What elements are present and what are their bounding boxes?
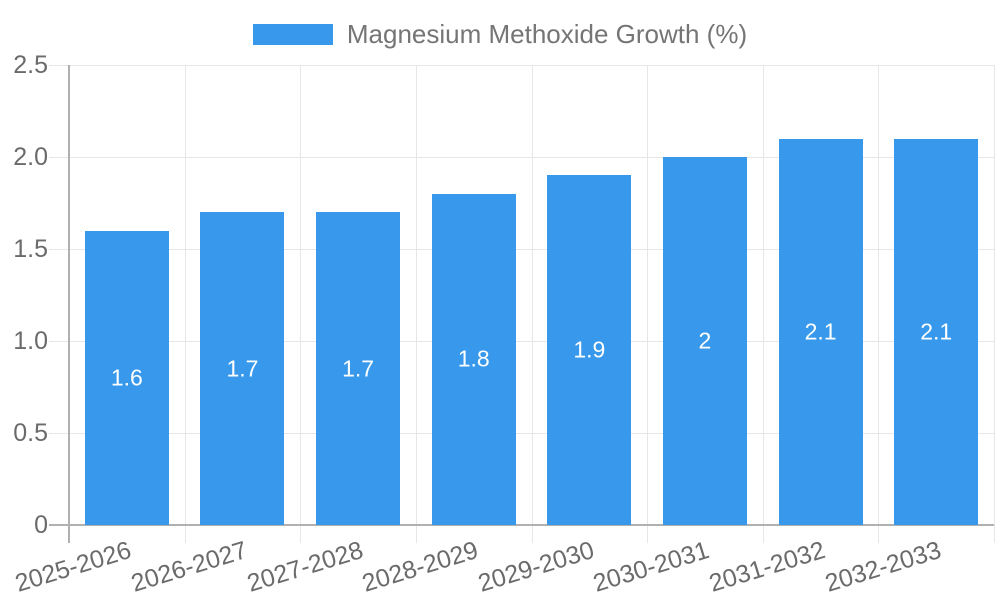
x-axis-tick-label: 2025-2026 — [12, 536, 135, 598]
bar-value-label: 2 — [698, 327, 712, 354]
gridline-horizontal — [49, 65, 994, 66]
x-axis-tick-label: 2031-2032 — [705, 536, 829, 598]
y-axis-tick-label: 2.5 — [13, 51, 48, 79]
y-axis-tick-label: 1.5 — [13, 235, 48, 263]
bar-value-label: 1.8 — [457, 345, 490, 372]
bar[interactable]: 2.1 — [894, 138, 979, 525]
x-axis-baseline — [49, 524, 994, 526]
bar[interactable]: 1.6 — [84, 230, 169, 525]
bar[interactable]: 1.7 — [316, 212, 401, 525]
y-axis-tick-label: 1.0 — [13, 327, 48, 355]
x-axis-tick-label: 2028-2029 — [359, 536, 482, 598]
gridline-horizontal — [49, 433, 994, 434]
gridline-horizontal — [49, 157, 994, 158]
y-axis-line — [68, 65, 70, 543]
y-axis-tick-label: 0.5 — [13, 419, 48, 447]
gridline-horizontal — [49, 249, 994, 250]
x-axis-tick-label: 2029-2030 — [474, 536, 598, 598]
x-axis-tick-label: 2032-2033 — [821, 536, 945, 598]
y-axis-tick-label: 0 — [34, 511, 48, 539]
y-axis-tick-label: 2.0 — [13, 143, 48, 171]
legend-label: Magnesium Methoxide Growth (%) — [346, 18, 748, 49]
bar-value-label: 1.7 — [226, 355, 259, 382]
gridline-vertical — [531, 65, 533, 543]
bar[interactable]: 1.8 — [431, 193, 516, 525]
bar[interactable]: 1.7 — [200, 212, 285, 525]
bar-value-label: 1.7 — [342, 355, 375, 382]
bar-value-label: 2.1 — [920, 318, 953, 345]
gridline-vertical — [415, 65, 417, 543]
gridline-vertical — [647, 65, 649, 543]
gridline-horizontal — [49, 341, 994, 342]
bar-value-label: 1.6 — [110, 364, 143, 391]
bar[interactable]: 2.1 — [778, 138, 863, 525]
gridline-vertical — [300, 65, 302, 543]
bar-value-label: 1.9 — [573, 336, 606, 363]
bar[interactable]: 1.9 — [547, 175, 632, 525]
bar[interactable]: 2 — [662, 157, 747, 525]
gridline-vertical — [878, 65, 880, 543]
gridline-vertical — [762, 65, 764, 543]
gridline-vertical — [994, 65, 995, 543]
bar-value-label: 2.1 — [804, 318, 837, 345]
x-axis-tick-label: 2026-2027 — [127, 536, 251, 598]
x-axis-tick-label: 2030-2031 — [590, 536, 713, 598]
legend-swatch — [252, 23, 333, 45]
gridline-vertical — [184, 65, 186, 543]
legend: Magnesium Methoxide Growth (%) — [0, 18, 1000, 49]
x-axis-tick-label: 2027-2028 — [243, 536, 366, 598]
